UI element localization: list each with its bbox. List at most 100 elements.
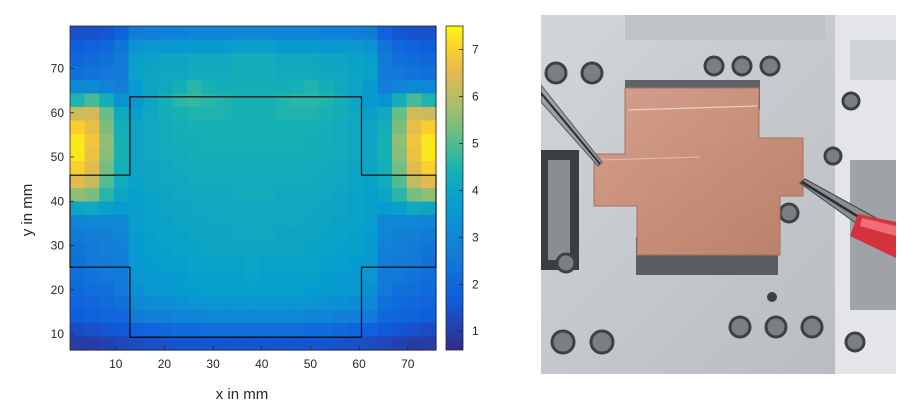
heatmap-cell <box>260 309 276 324</box>
heatmap-cell <box>362 309 379 324</box>
heatmap-cell <box>113 26 130 41</box>
heatmap-cell <box>304 93 320 108</box>
heatmap-cell <box>260 336 276 351</box>
heatmap-cell <box>187 161 203 176</box>
heatmap-cell <box>231 174 247 189</box>
heatmap-cell <box>128 215 144 230</box>
heatmap-cell <box>70 336 86 351</box>
heatmap-cell <box>289 255 305 270</box>
heatmap-cell <box>231 188 247 203</box>
heatmap-cell <box>99 228 115 243</box>
heatmap-cell <box>348 323 364 338</box>
heatmap-cell <box>216 134 232 149</box>
heatmap-cell <box>231 134 247 149</box>
heatmap-cell <box>70 39 86 54</box>
heatmap-cell <box>421 242 437 257</box>
heatmap-cell <box>216 161 232 176</box>
heatmap-cell <box>274 201 291 216</box>
heatmap-cell <box>406 26 422 41</box>
heatmap-cell <box>216 80 232 95</box>
heatmap-cell <box>187 174 203 189</box>
heatmap-cell <box>99 255 115 270</box>
heatmap-cell <box>70 255 86 270</box>
heatmap-cell <box>201 269 217 284</box>
y-tick-label: 50 <box>51 150 65 164</box>
x-tick-label: 70 <box>401 357 415 371</box>
heatmap-cell <box>84 120 100 135</box>
heatmap-cell <box>201 161 217 176</box>
heatmap-cell <box>157 134 174 149</box>
heatmap-cell <box>113 242 130 257</box>
heatmap-cell <box>172 228 188 243</box>
heatmap-cell <box>128 228 144 243</box>
heatmap-cell <box>70 269 86 284</box>
y-axis-ticks: 10 20 30 40 50 60 70 <box>51 61 74 341</box>
heatmap-cell <box>362 255 379 270</box>
heatmap-cell <box>333 39 349 54</box>
colorbar-tick-label: 2 <box>472 277 479 291</box>
heatmap-cell <box>377 80 393 95</box>
heatmap-cell <box>421 188 437 203</box>
heatmap-cell <box>157 309 174 324</box>
heatmap-cell <box>113 228 130 243</box>
colorbar-tick-label: 6 <box>472 89 479 103</box>
x-tick-label: 20 <box>158 357 172 371</box>
heatmap-cell <box>377 255 393 270</box>
heatmap-cell <box>304 201 320 216</box>
heatmap-cell <box>362 107 379 122</box>
heatmap-cell <box>143 107 159 122</box>
heatmap-cell <box>157 26 174 41</box>
heatmap-cell <box>274 147 291 162</box>
heatmap-cell <box>333 215 349 230</box>
heatmap-cell <box>333 188 349 203</box>
heatmap-cell <box>421 80 437 95</box>
heatmap-cell <box>231 107 247 122</box>
heatmap-cell <box>274 336 291 351</box>
heatmap-cell <box>99 242 115 257</box>
heatmap-cell <box>392 309 408 324</box>
heatmap-cell <box>245 269 261 284</box>
heatmap-cell <box>392 107 408 122</box>
heatmap-cell <box>128 80 144 95</box>
heatmap-cell <box>231 309 247 324</box>
heatmap-cell <box>421 161 437 176</box>
heatmap-cell <box>187 66 203 81</box>
heatmap-cell <box>201 134 217 149</box>
heatmap-cell <box>70 26 86 41</box>
heatmap-cell <box>245 174 261 189</box>
heatmap-cell <box>304 120 320 135</box>
heatmap-cell <box>143 93 159 108</box>
heatmap-cell <box>318 120 335 135</box>
heatmap-cell <box>421 53 437 68</box>
heatmap-cell <box>289 323 305 338</box>
heatmap-cell <box>406 323 422 338</box>
heatmap-cell <box>143 26 159 41</box>
heatmap-cell <box>128 134 144 149</box>
heatmap-cell <box>421 255 437 270</box>
heatmap-cell <box>421 201 437 216</box>
heatmap-cell <box>245 80 261 95</box>
heatmap-cell <box>304 255 320 270</box>
heatmap-cell <box>289 228 305 243</box>
heatmap-cell <box>377 242 393 257</box>
y-tick-label: 70 <box>51 61 65 75</box>
heatmap-cell <box>201 147 217 162</box>
heatmap-cell <box>216 309 232 324</box>
heatmap-cell <box>377 282 393 297</box>
heatmap-cell <box>143 53 159 68</box>
heatmap-cell <box>143 336 159 351</box>
heatmap-cell <box>216 107 232 122</box>
heatmap-cell <box>362 201 379 216</box>
heatmap-cell <box>333 282 349 297</box>
heatmap-cell <box>333 174 349 189</box>
heatmap-cell <box>377 120 393 135</box>
heatmap-cell <box>362 215 379 230</box>
heatmap-cell <box>187 53 203 68</box>
heatmap-cell <box>245 201 261 216</box>
heatmap-cell <box>289 53 305 68</box>
heatmap-cell <box>260 215 276 230</box>
heatmap-cell <box>84 336 100 351</box>
heatmap-cell <box>245 228 261 243</box>
heatmap-cell <box>260 39 276 54</box>
heatmap-cell <box>201 93 217 108</box>
